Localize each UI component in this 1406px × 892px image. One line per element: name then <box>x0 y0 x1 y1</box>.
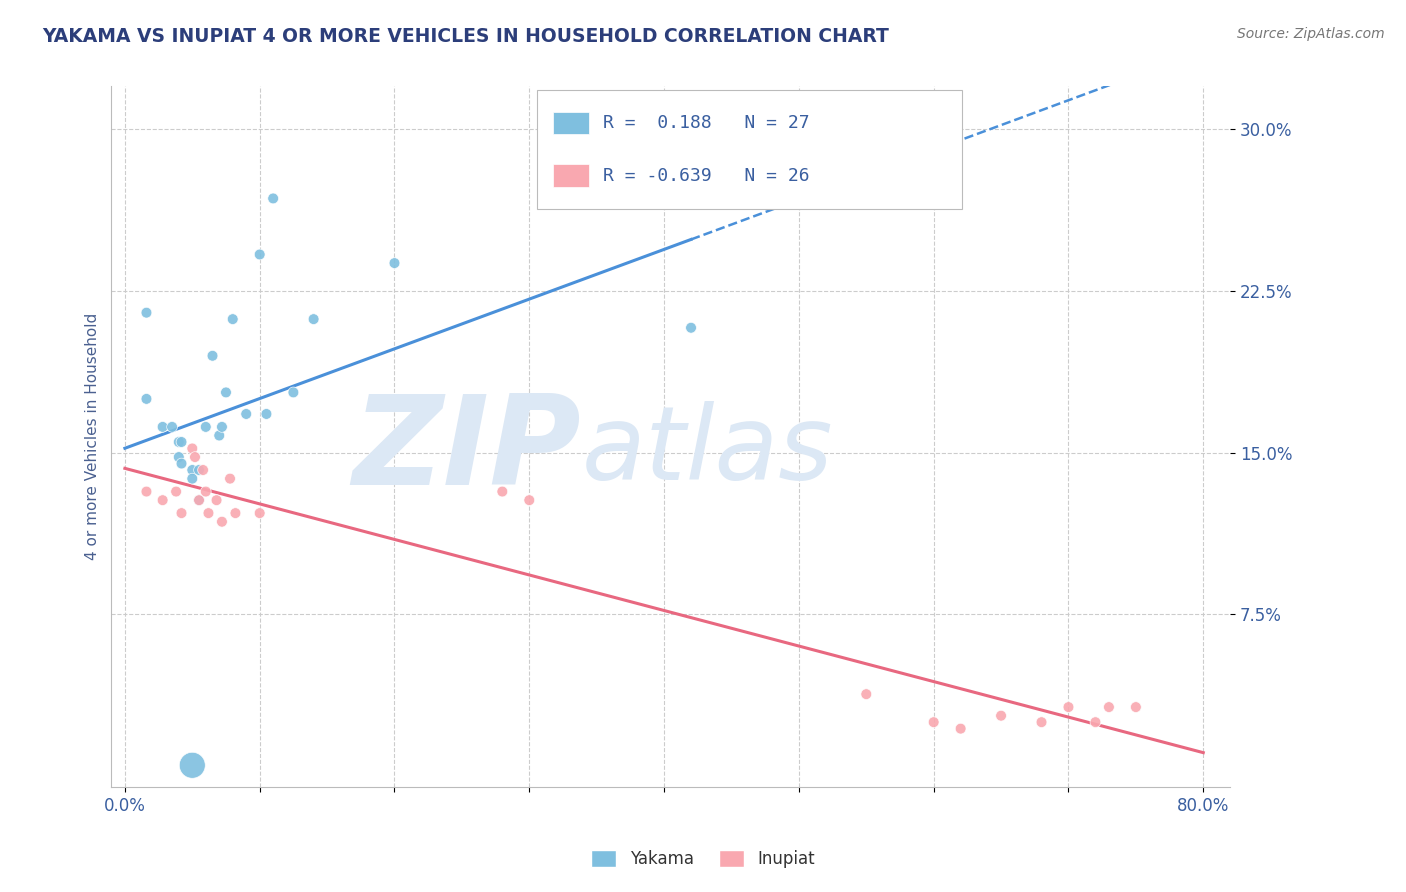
Point <box>191 463 214 477</box>
Text: atlas: atlas <box>581 401 832 500</box>
Point <box>208 428 231 442</box>
Point <box>188 493 211 508</box>
Point <box>170 435 193 450</box>
Point <box>249 247 271 261</box>
Point <box>249 506 271 520</box>
Point <box>235 407 257 421</box>
Point <box>1084 715 1107 730</box>
Point <box>170 457 193 471</box>
Point <box>160 420 183 434</box>
Point <box>211 420 233 434</box>
Point <box>181 758 204 772</box>
Point <box>170 506 193 520</box>
Point <box>184 450 207 464</box>
Point <box>211 515 233 529</box>
Point <box>152 493 174 508</box>
Point <box>990 708 1012 723</box>
Point <box>167 450 190 464</box>
Text: R =  0.188   N = 27: R = 0.188 N = 27 <box>603 114 810 132</box>
FancyBboxPatch shape <box>537 90 962 209</box>
Point <box>135 392 157 406</box>
Text: R = -0.639   N = 26: R = -0.639 N = 26 <box>603 167 810 185</box>
Point <box>194 484 217 499</box>
Point <box>922 715 945 730</box>
Point <box>222 312 245 326</box>
FancyBboxPatch shape <box>554 164 589 186</box>
Point <box>1057 700 1080 714</box>
Point <box>1098 700 1121 714</box>
Point <box>181 442 204 456</box>
Point <box>254 407 277 421</box>
Point <box>517 493 540 508</box>
Point <box>135 484 157 499</box>
Point <box>224 506 246 520</box>
Text: ZIP: ZIP <box>353 390 581 511</box>
FancyBboxPatch shape <box>554 112 589 135</box>
Point <box>181 463 204 477</box>
Text: YAKAMA VS INUPIAT 4 OR MORE VEHICLES IN HOUSEHOLD CORRELATION CHART: YAKAMA VS INUPIAT 4 OR MORE VEHICLES IN … <box>42 27 889 45</box>
Point <box>201 349 224 363</box>
Point <box>165 484 187 499</box>
Point <box>205 493 228 508</box>
Point <box>1125 700 1147 714</box>
Legend: Yakama, Inupiat: Yakama, Inupiat <box>585 843 821 875</box>
Point <box>197 506 219 520</box>
Point <box>1031 715 1053 730</box>
Point <box>194 420 217 434</box>
Point <box>283 385 305 400</box>
Point <box>181 472 204 486</box>
Point <box>188 493 211 508</box>
Point <box>679 320 702 334</box>
Point <box>152 420 174 434</box>
Y-axis label: 4 or more Vehicles in Household: 4 or more Vehicles in Household <box>86 313 100 560</box>
Point <box>384 256 406 270</box>
Point <box>188 463 211 477</box>
Point <box>219 472 242 486</box>
Text: Source: ZipAtlas.com: Source: ZipAtlas.com <box>1237 27 1385 41</box>
Point <box>215 385 238 400</box>
Point <box>949 722 972 736</box>
Point <box>135 306 157 320</box>
Point <box>302 312 325 326</box>
Point <box>855 687 877 701</box>
Point <box>491 484 513 499</box>
Point <box>262 191 284 205</box>
Point <box>167 435 190 450</box>
